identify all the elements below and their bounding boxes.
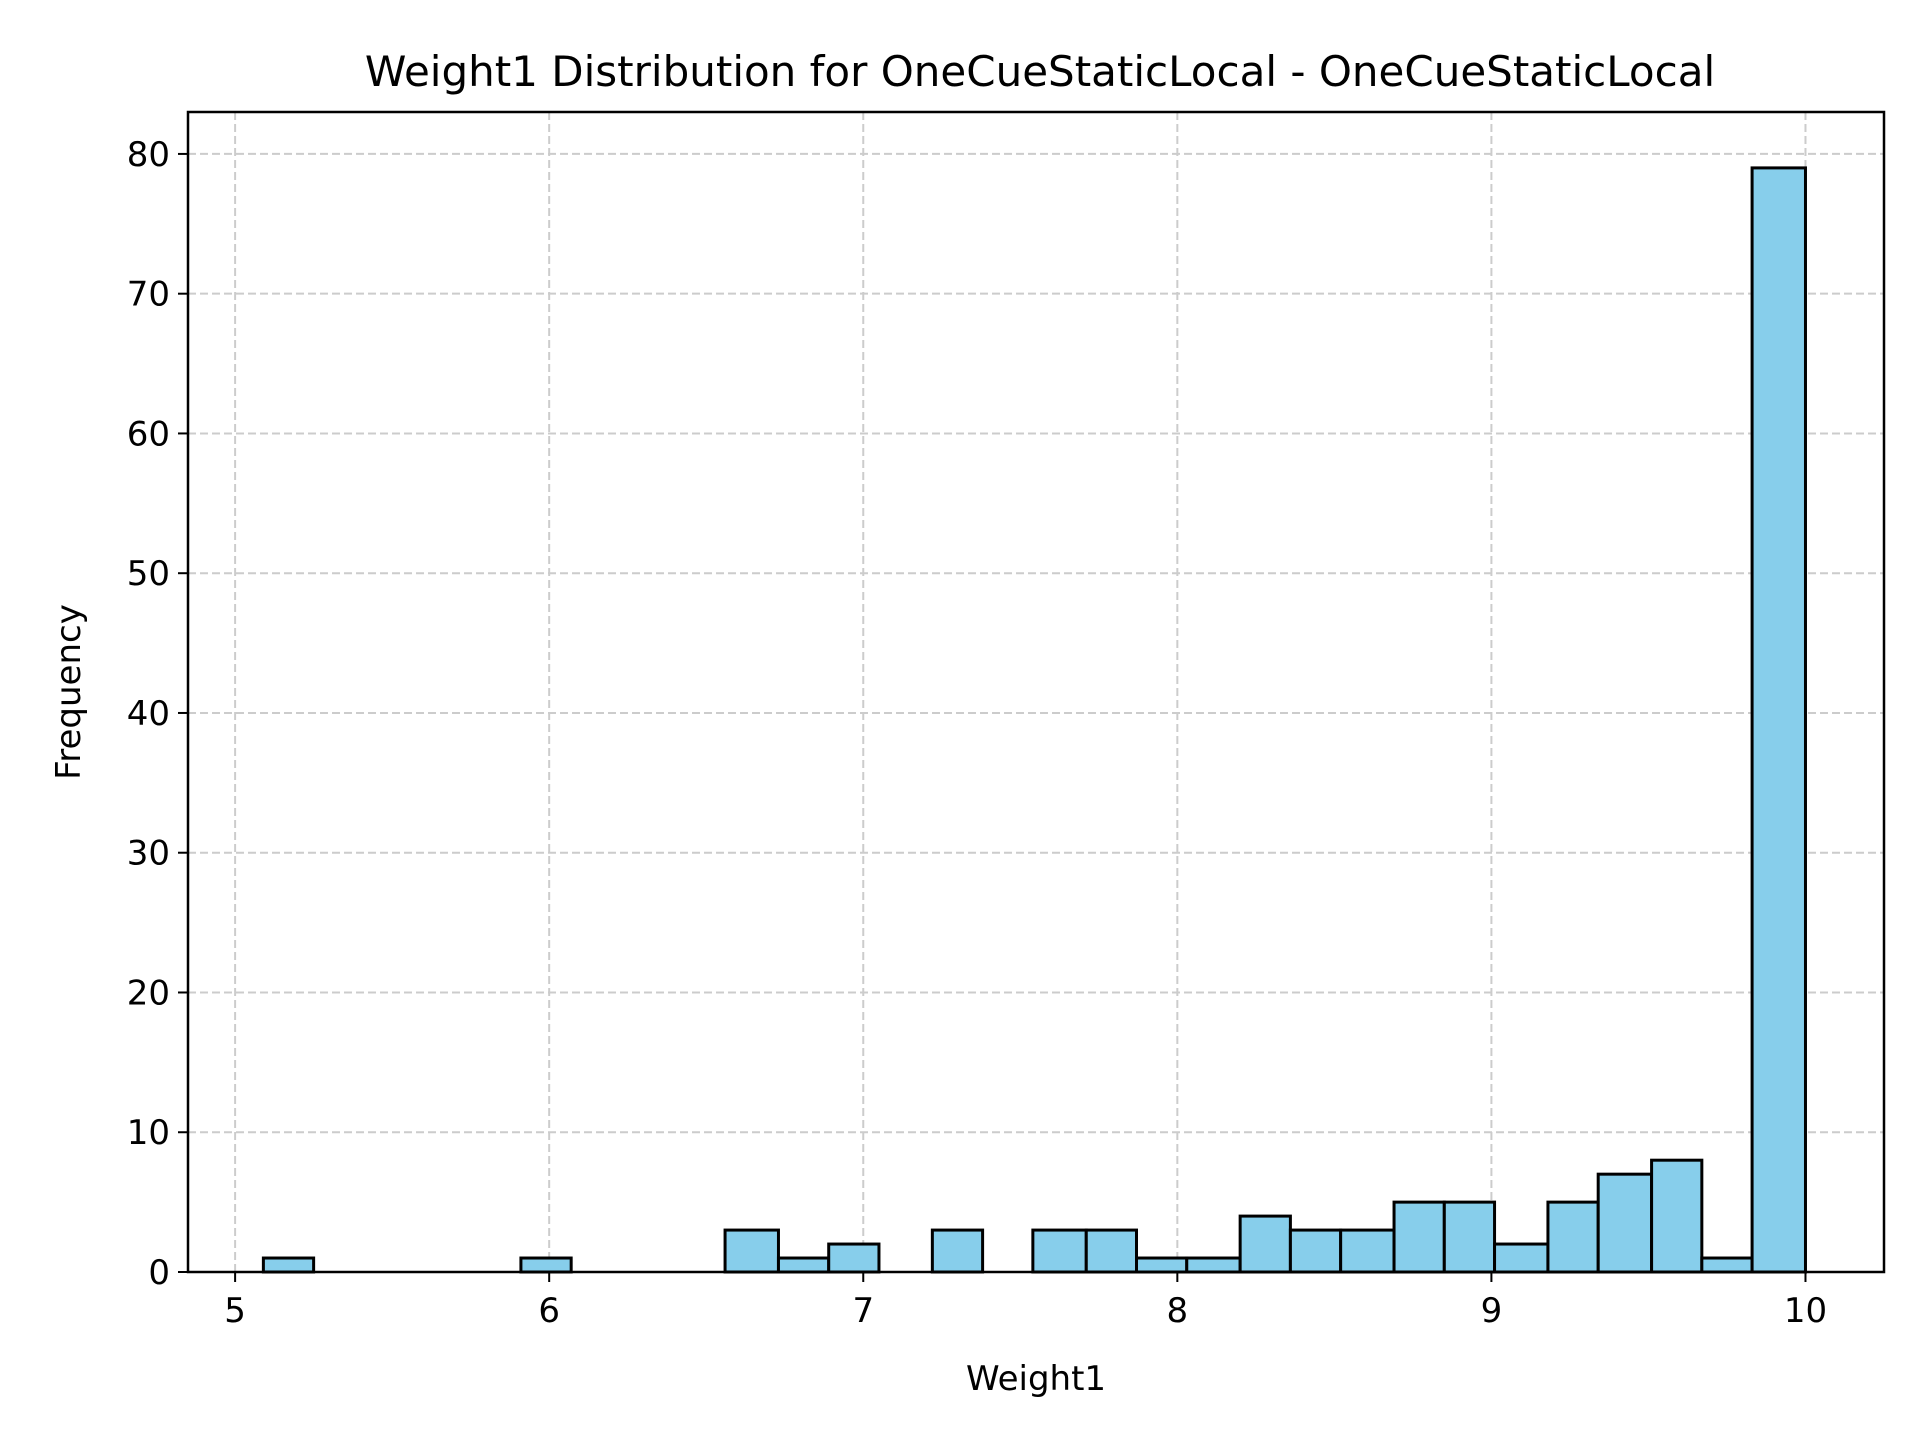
- x-tick-label: 5: [224, 1291, 246, 1331]
- histogram-bar: [1238, 1214, 1292, 1274]
- histogram-bar: [261, 1256, 316, 1274]
- x-tick-label: 8: [1167, 1291, 1189, 1331]
- x-axis-label: Weight1: [966, 1359, 1106, 1399]
- histogram-bar: [1493, 1242, 1550, 1274]
- histogram-bar: [1596, 1172, 1654, 1274]
- grid-lines: [188, 112, 1884, 1273]
- y-tick-label: 10: [127, 1113, 170, 1153]
- y-tick-label: 0: [148, 1253, 170, 1293]
- y-tick-label: 40: [127, 694, 170, 734]
- histogram-bar: [1650, 1158, 1704, 1274]
- histogram-bar: [1750, 166, 1807, 1274]
- histogram-bar: [1084, 1228, 1139, 1274]
- x-axis-ticks: 5 6 7 8 9 10: [224, 1272, 1827, 1331]
- x-tick-label: 7: [852, 1291, 874, 1331]
- y-tick-label: 80: [127, 135, 170, 175]
- histogram-bar: [723, 1228, 780, 1274]
- histogram-bar: [1339, 1228, 1396, 1274]
- histogram-bar: [1700, 1256, 1754, 1274]
- y-tick-label: 70: [127, 275, 170, 315]
- histogram-bar: [1031, 1228, 1088, 1274]
- histogram-bar: [1185, 1256, 1242, 1274]
- histogram-bar: [1288, 1228, 1343, 1274]
- histogram-bar: [519, 1256, 573, 1274]
- y-tick-label: 50: [127, 554, 170, 594]
- histogram-bar: [827, 1242, 881, 1274]
- x-tick-label: 9: [1481, 1291, 1503, 1331]
- x-tick-label: 10: [1784, 1291, 1827, 1331]
- y-tick-label: 60: [127, 414, 170, 454]
- histogram-bar: [1546, 1200, 1600, 1274]
- y-tick-label: 20: [127, 973, 170, 1013]
- plot-frame: [186, 110, 1886, 1274]
- histogram-bar: [1392, 1200, 1446, 1274]
- histogram-bar: [930, 1228, 985, 1274]
- histogram-bar: [1442, 1200, 1497, 1274]
- histogram-bars: [261, 166, 1807, 1274]
- histogram-bar: [776, 1256, 831, 1274]
- histogram-bar: [1135, 1256, 1189, 1274]
- y-axis-ticks: 0 10 20 30 40 50 60 70 80: [127, 135, 188, 1293]
- x-tick-label: 6: [538, 1291, 560, 1331]
- y-tick-label: 30: [127, 834, 170, 874]
- y-axis-label: Frequency: [49, 604, 89, 780]
- chart-title: Weight1 Distribution for OneCueStaticLoc…: [365, 47, 1715, 96]
